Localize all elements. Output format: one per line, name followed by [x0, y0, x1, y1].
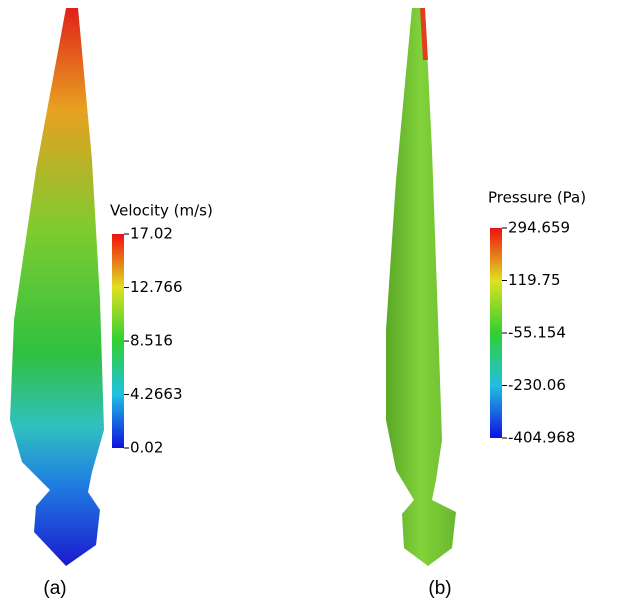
colorbar-tick-label: -404.968 [508, 429, 575, 447]
colorbar-tick-label: -230.06 [508, 376, 566, 394]
colorbar-tick-label: 0.02 [130, 439, 163, 457]
colorbar-gradient [112, 234, 124, 448]
colorbar-tick-label: 119.75 [508, 271, 561, 289]
colorbar: Pressure (Pa) 294.659 119.75 -55.154 -230.06… [488, 189, 586, 447]
colorbar-title: Velocity (m/s) [110, 202, 213, 220]
colorbar-tick-label: -55.154 [508, 323, 566, 341]
colorbar-tick-label: 17.02 [130, 225, 173, 243]
caption: (b) [428, 578, 451, 599]
blade-pressure [386, 8, 456, 566]
colorbar-title: Pressure (Pa) [488, 189, 586, 207]
colorbar-tick-label: 12.766 [130, 278, 183, 296]
blade-velocity [10, 8, 104, 566]
colorbar-gradient [490, 228, 502, 438]
colorbar-tick-label: 294.659 [508, 219, 570, 237]
caption: (a) [43, 578, 66, 599]
colorbar-tick-label: 8.516 [130, 332, 173, 350]
colorbar-tick-label: 4.2663 [130, 385, 183, 403]
colorbar: Velocity (m/s) 17.02 12.766 8.516 4.2663 0.02 [110, 202, 213, 457]
blade-tip-highlight [420, 8, 428, 60]
